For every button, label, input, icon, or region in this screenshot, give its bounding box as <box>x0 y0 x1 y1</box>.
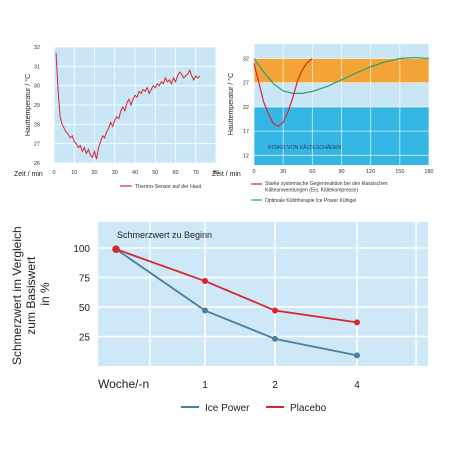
y-tick-label: 12 <box>243 153 249 159</box>
y-tick-label: 25 <box>79 333 91 344</box>
x-tick-label: 60 <box>309 169 315 175</box>
x-tick-label: 10 <box>71 170 77 176</box>
chart2-ylabel: Hauttemperatur / °C <box>227 73 235 135</box>
legend-label-classic-cold: Starke systemische Gegenreaktion bei den… <box>265 181 389 194</box>
y-tick-label: 100 <box>73 244 90 255</box>
y-tick-label: 31 <box>34 64 40 70</box>
x-tick-label: 180 <box>424 169 433 175</box>
chart3-xlabel: Woche/-n <box>98 377 149 391</box>
x-tick-label: 70 <box>193 170 199 176</box>
y-tick-label: 32 <box>243 57 249 63</box>
data-point <box>354 352 360 359</box>
data-point <box>202 307 208 314</box>
data-point <box>202 278 208 285</box>
x-tick-label: 2 <box>272 380 278 391</box>
chart-skin-temperature: 26 27 28 29 30 31 32 0 10 20 30 40 50 60 70 80 Hauttem… <box>14 45 219 190</box>
x-tick-label: 0 <box>52 170 55 176</box>
chart3-ylabel: Schmerzwert im Vergleich zum Basiswert i… <box>10 223 52 365</box>
chart1-xlabel: Zeit / min <box>14 171 43 178</box>
x-tick-label: 50 <box>152 170 158 176</box>
y-tick-label: 29 <box>34 103 40 109</box>
legend-label-ice-power: Ice Power <box>205 403 250 414</box>
y-tick-label: 30 <box>34 84 40 90</box>
legend-label-placebo: Placebo <box>290 403 327 414</box>
series-line-placebo <box>115 248 358 324</box>
y-tick-label: 27 <box>34 142 40 148</box>
x-tick-label: 30 <box>280 169 286 175</box>
legend-label-thermo-sensor: Thermo-Sensor auf der Haut <box>135 184 202 190</box>
x-tick-label: 120 <box>366 169 375 175</box>
chart-pain-score: Schmerzwert zu Beginn 25 50 75 100 1 2 4 Schm… <box>10 222 428 414</box>
y-tick-label: 28 <box>34 122 40 128</box>
x-tick-label: 40 <box>132 170 138 176</box>
data-point <box>272 335 278 342</box>
x-tick-label: 150 <box>395 169 404 175</box>
series-line-thermo-sensor <box>55 52 201 160</box>
x-tick-label: 30 <box>112 170 118 176</box>
x-tick-label: 4 <box>354 380 360 391</box>
data-point <box>272 307 278 314</box>
series-line-ice-power-gel <box>253 56 430 94</box>
x-tick-label: 80 <box>213 170 219 176</box>
chart2-xlabel: Zeit / min <box>212 171 241 178</box>
y-tick-label: 50 <box>79 303 91 314</box>
x-tick-label: 60 <box>172 170 178 176</box>
series-line-classic-cold <box>253 58 313 127</box>
y-tick-label: 32 <box>34 45 40 51</box>
chart1-ylabel: Hauttemperatur / °C <box>24 74 32 136</box>
y-tick-label: 17 <box>243 129 249 135</box>
x-tick-label: 20 <box>91 170 97 176</box>
legend-label-ice-power-gel: Optimale Kühltherapie Ice Power Kühlgel <box>265 198 356 204</box>
y-tick-label: 75 <box>79 274 91 285</box>
chart-cooling-therapy: RISIKO VON KÄLTESCHÄDEN 12 17 22 27 32 0 30 60… <box>212 44 434 204</box>
series-line-ice-power <box>115 248 358 357</box>
plot-area-chart3 <box>98 222 428 366</box>
x-tick-label: 1 <box>202 380 208 391</box>
data-point <box>112 245 120 253</box>
chart3-title: Schmerzwert zu Beginn <box>117 230 212 240</box>
y-tick-label: 22 <box>243 105 249 111</box>
y-tick-label: 26 <box>34 161 40 167</box>
x-tick-label: 90 <box>338 169 344 175</box>
x-tick-label: 0 <box>252 169 255 175</box>
band-label-cold-damage: RISIKO VON KÄLTESCHÄDEN <box>268 144 341 151</box>
y-tick-label: 27 <box>243 81 249 87</box>
data-point <box>354 319 360 326</box>
